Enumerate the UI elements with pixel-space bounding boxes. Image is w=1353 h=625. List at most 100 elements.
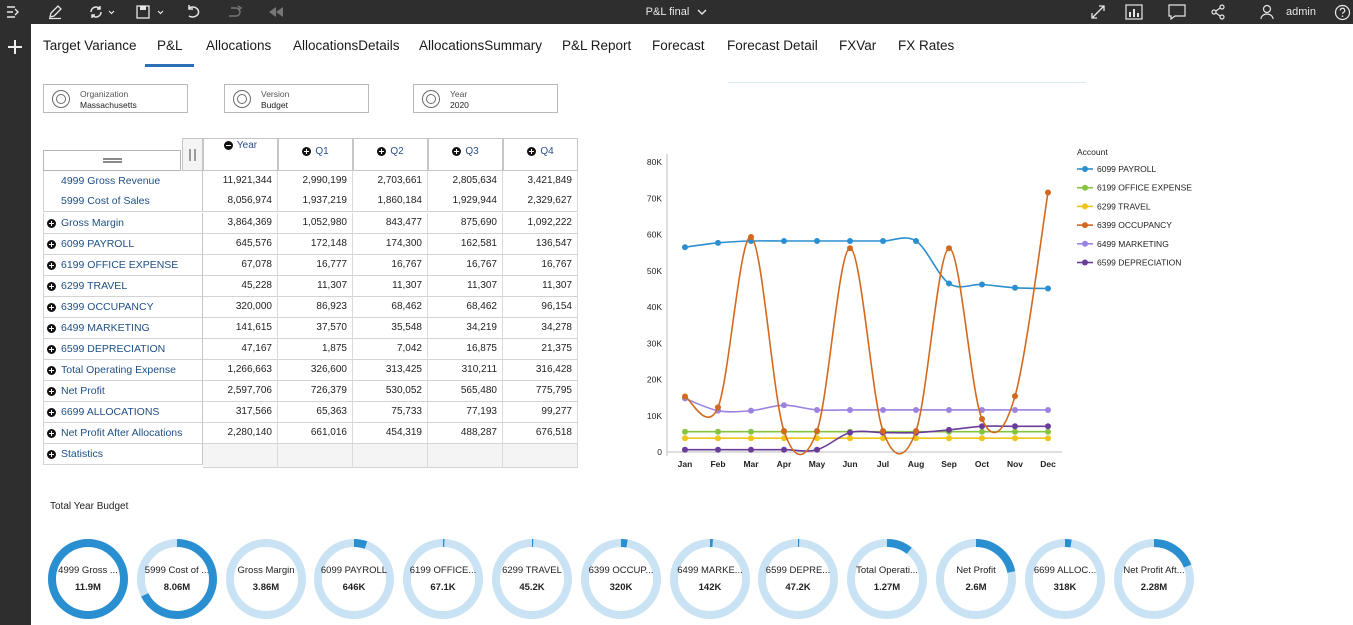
save-icon[interactable] — [134, 0, 168, 24]
table-cell[interactable] — [203, 444, 278, 468]
expand-icon[interactable] — [47, 366, 56, 375]
donut-chart[interactable]: 5999 Cost of ... 8.06M — [136, 538, 218, 620]
undo-icon[interactable] — [183, 0, 203, 24]
expand-icon[interactable] — [377, 147, 387, 156]
table-cell[interactable]: 16,875 — [428, 339, 503, 360]
tab-fxvar[interactable]: FXVar — [839, 38, 877, 53]
table-cell[interactable]: 96,154 — [503, 297, 578, 318]
table-cell[interactable]: 65,363 — [278, 402, 353, 423]
table-cell[interactable]: 775,795 — [503, 381, 578, 402]
expand-icon[interactable] — [452, 147, 462, 156]
table-cell[interactable]: 8,056,974 — [203, 191, 278, 212]
tab-allocations-details[interactable]: AllocationsDetails — [293, 38, 400, 53]
row-header[interactable]: Gross Margin — [43, 213, 203, 234]
table-cell[interactable]: 661,016 — [278, 423, 353, 444]
table-cell[interactable]: 676,518 — [503, 423, 578, 444]
expand-icon[interactable] — [527, 147, 537, 156]
table-cell[interactable]: 37,570 — [278, 318, 353, 339]
table-cell[interactable]: 1,860,184 — [353, 191, 428, 212]
table-cell[interactable]: 16,777 — [278, 255, 353, 276]
column-header[interactable]: Year — [203, 138, 278, 171]
table-cell[interactable]: 16,767 — [353, 255, 428, 276]
tab-allocations-summary[interactable]: AllocationsSummary — [419, 38, 543, 53]
table-cell[interactable]: 141,615 — [203, 318, 278, 339]
row-header[interactable]: Statistics — [43, 444, 203, 465]
collapse-icon[interactable] — [223, 141, 233, 150]
column-header[interactable]: Q4 — [503, 138, 578, 171]
table-cell[interactable]: 2,805,634 — [428, 171, 503, 192]
table-cell[interactable]: 34,219 — [428, 318, 503, 339]
table-cell[interactable]: 2,703,661 — [353, 171, 428, 192]
tab-allocations[interactable]: Allocations — [206, 38, 272, 53]
expand-icon[interactable] — [47, 345, 56, 354]
expand-icon[interactable] — [47, 240, 56, 249]
chart-icon[interactable] — [1124, 0, 1144, 24]
table-cell[interactable]: 565,480 — [428, 381, 503, 402]
table-cell[interactable]: 77,193 — [428, 402, 503, 423]
expand-icon[interactable] — [47, 303, 56, 312]
table-cell[interactable]: 162,581 — [428, 234, 503, 255]
row-header[interactable]: Net Profit After Allocations — [43, 423, 203, 444]
table-cell[interactable]: 1,937,219 — [278, 191, 353, 212]
table-cell[interactable]: 875,690 — [428, 213, 503, 234]
donut-chart[interactable]: 6399 OCCUP... 320K — [580, 538, 662, 620]
table-cell[interactable]: 1,875 — [278, 339, 353, 360]
pov-version[interactable]: Version Budget — [224, 84, 369, 113]
table-cell[interactable]: 45,228 — [203, 276, 278, 297]
donut-chart[interactable]: Total Operati... 1.27M — [846, 538, 928, 620]
table-cell[interactable]: 68,462 — [353, 297, 428, 318]
table-cell[interactable]: 11,307 — [428, 276, 503, 297]
expand-icon[interactable] — [47, 282, 56, 291]
donut-chart[interactable]: 6699 ALLOC... 318K — [1024, 538, 1106, 620]
table-cell[interactable]: 34,278 — [503, 318, 578, 339]
tab-pl-report[interactable]: P&L Report — [562, 38, 632, 53]
donut-chart[interactable]: 4999 Gross ... 11.9M — [47, 538, 129, 620]
redo-icon[interactable] — [225, 0, 245, 24]
table-cell[interactable]: 1,052,980 — [278, 213, 353, 234]
expand-icon[interactable] — [47, 387, 56, 396]
table-cell[interactable]: 320,000 — [203, 297, 278, 318]
pov-year[interactable]: Year 2020 — [413, 84, 558, 113]
row-header[interactable]: Total Operating Expense — [43, 360, 203, 381]
table-cell[interactable] — [353, 444, 428, 468]
table-cell[interactable] — [278, 444, 353, 468]
donut-chart[interactable]: Net Profit 2.6M — [935, 538, 1017, 620]
row-header[interactable]: 6699 ALLOCATIONS — [43, 402, 203, 423]
table-cell[interactable]: 2,280,140 — [203, 423, 278, 444]
pov-organization[interactable]: Organization Massachusetts — [43, 84, 188, 113]
table-cell[interactable]: 726,379 — [278, 381, 353, 402]
refresh-icon[interactable] — [86, 0, 120, 24]
user-icon[interactable] — [1257, 0, 1277, 24]
share-icon[interactable] — [1208, 0, 1228, 24]
table-cell[interactable]: 2,329,627 — [503, 191, 578, 212]
expand-icon[interactable] — [47, 261, 56, 270]
menu-icon[interactable] — [4, 0, 22, 24]
table-cell[interactable]: 1,266,663 — [203, 360, 278, 381]
table-cell[interactable]: 67,078 — [203, 255, 278, 276]
expand-icon[interactable] — [47, 450, 56, 459]
table-cell[interactable]: 7,042 — [353, 339, 428, 360]
table-cell[interactable]: 11,307 — [353, 276, 428, 297]
tab-target-variance[interactable]: Target Variance — [43, 38, 137, 53]
table-cell[interactable]: 99,277 — [503, 402, 578, 423]
table-cell[interactable]: 326,600 — [278, 360, 353, 381]
table-cell[interactable]: 2,990,199 — [278, 171, 353, 192]
rewind-icon[interactable] — [265, 0, 287, 24]
tab-forecast[interactable]: Forecast — [652, 38, 705, 53]
help-icon[interactable] — [1332, 0, 1352, 24]
table-cell[interactable]: 530,052 — [353, 381, 428, 402]
edit-icon[interactable] — [45, 0, 65, 24]
donut-chart[interactable]: 6499 MARKE... 142K — [669, 538, 751, 620]
hamburger-icon[interactable] — [103, 158, 122, 163]
row-header[interactable]: 5999 Cost of Sales — [43, 191, 203, 212]
table-cell[interactable]: 310,211 — [428, 360, 503, 381]
document-title[interactable]: P&L final — [646, 6, 708, 18]
table-cell[interactable]: 174,300 — [353, 234, 428, 255]
table-cell[interactable]: 47,167 — [203, 339, 278, 360]
tab-pl[interactable]: P&L — [157, 38, 183, 53]
expand-icon[interactable] — [47, 324, 56, 333]
table-cell[interactable]: 75,733 — [353, 402, 428, 423]
donut-chart[interactable]: 6299 TRAVEL 45.2K — [491, 538, 573, 620]
table-cell[interactable]: 317,566 — [203, 402, 278, 423]
row-header[interactable]: 6099 PAYROLL — [43, 234, 203, 255]
